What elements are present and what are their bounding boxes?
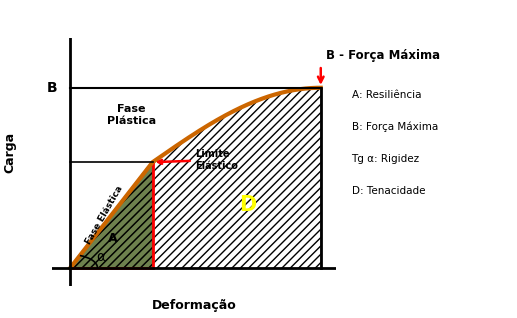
Text: B: B (47, 81, 58, 95)
Text: A: A (108, 232, 118, 245)
Text: Deformação: Deformação (151, 299, 236, 312)
Text: Fase Elástica: Fase Elástica (84, 184, 125, 246)
Text: Fase
Plástica: Fase Plástica (107, 104, 156, 126)
Text: B - Força Máxima: B - Força Máxima (326, 49, 440, 62)
Text: Carga: Carga (4, 132, 17, 173)
Text: α: α (96, 250, 105, 264)
Text: B: Força Máxima: B: Força Máxima (352, 122, 438, 133)
Text: Tg α: Rigidez: Tg α: Rigidez (352, 154, 420, 164)
Text: A: Resiliência: A: Resiliência (352, 90, 421, 100)
Text: D: Tenacidade: D: Tenacidade (352, 186, 425, 196)
Polygon shape (70, 162, 153, 268)
Text: Limite
Elástico: Limite Elástico (158, 149, 238, 171)
Text: D: D (239, 195, 256, 215)
